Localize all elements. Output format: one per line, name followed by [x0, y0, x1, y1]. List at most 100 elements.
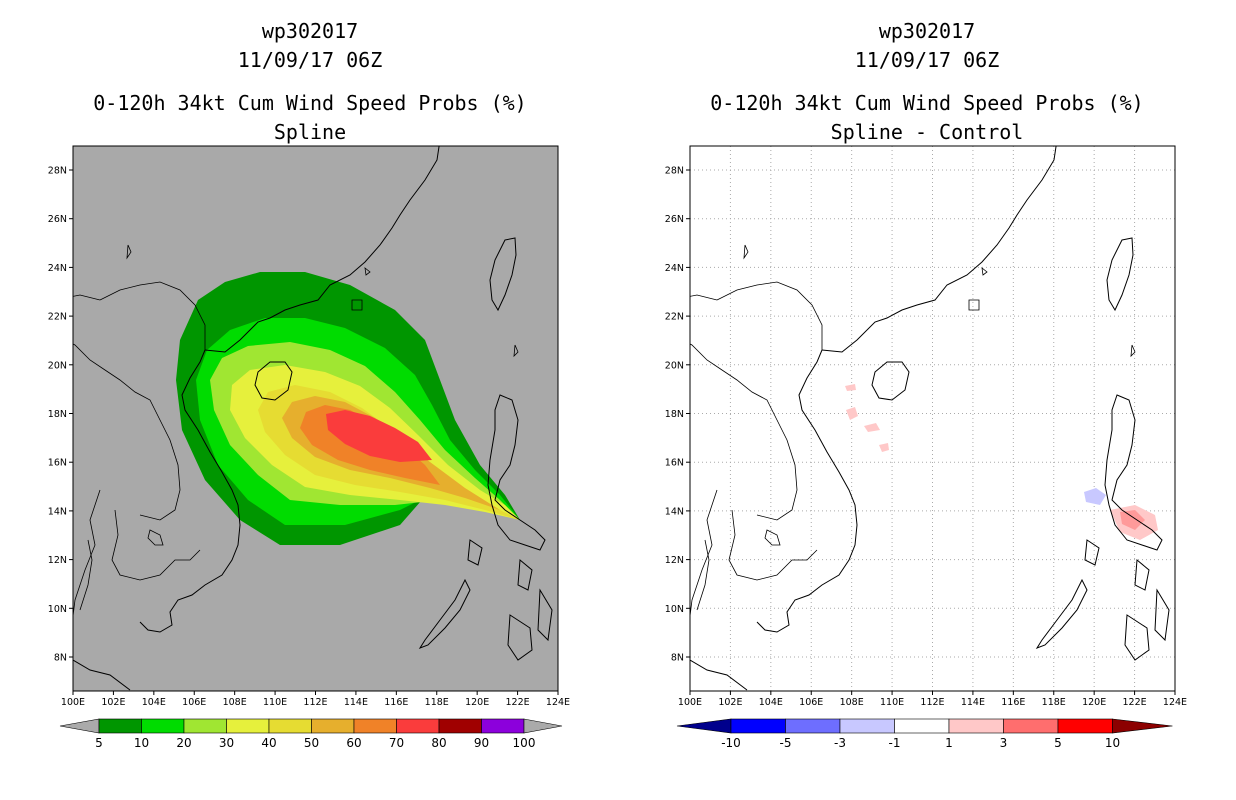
y-tick-label: 28N — [665, 166, 684, 177]
colorbar-swatch — [1057, 718, 1113, 734]
x-tick-label: 106E — [182, 697, 206, 708]
x-tick-label: 102E — [718, 697, 742, 708]
colorbar-label: 20 — [176, 736, 191, 750]
colorbar-label: 3 — [1000, 736, 1008, 750]
colorbar-label: 90 — [474, 736, 489, 750]
diff-positive-blob-2 — [846, 407, 858, 420]
colorbar-label: 30 — [219, 736, 234, 750]
x-tick-label: 104E — [142, 697, 166, 708]
x-tick-label: 124E — [1163, 697, 1187, 708]
colorbar-swatch — [785, 718, 841, 734]
x-tick-label: 122E — [1123, 697, 1147, 708]
x-tick-label: 116E — [1001, 697, 1025, 708]
colorbar-label: 100 — [513, 736, 536, 750]
colorbar-arrow-right — [523, 718, 563, 734]
x-tick-label: 102E — [101, 697, 125, 708]
contour-70 — [326, 410, 432, 462]
y-tick-label: 18N — [665, 409, 684, 420]
colorbar-label: 5 — [1054, 736, 1062, 750]
colorbar-label: 50 — [304, 736, 319, 750]
colorbar-label: -1 — [889, 736, 901, 750]
x-tick-label: 104E — [759, 697, 783, 708]
x-tick-label: 122E — [506, 697, 530, 708]
colorbar-swatch — [353, 718, 397, 734]
colorbar-label: 80 — [431, 736, 446, 750]
colorbar-swatch — [183, 718, 227, 734]
x-tick-label: 118E — [425, 697, 449, 708]
colorbar-arrow-right — [1112, 718, 1173, 734]
diff-positive-blob-3 — [864, 423, 880, 432]
colorbar-label: -10 — [721, 736, 741, 750]
y-tick-label: 18N — [48, 409, 67, 420]
y-tick-label: 20N — [665, 360, 684, 371]
colorbar-label: 60 — [346, 736, 361, 750]
diff-positive-blob-1 — [845, 384, 856, 391]
y-tick-label: 8N — [671, 653, 684, 664]
x-tick-label: 120E — [465, 697, 489, 708]
colorbar-swatch — [396, 718, 440, 734]
x-tick-label: 108E — [223, 697, 247, 708]
x-tick-label: 114E — [961, 697, 985, 708]
colorbar-arrow-left — [676, 718, 732, 734]
x-tick-label: 112E — [303, 697, 327, 708]
y-tick-label: 14N — [48, 506, 67, 517]
colorbar-label: -5 — [780, 736, 792, 750]
x-tick-label: 120E — [1082, 697, 1106, 708]
right-title-id: wp302017 — [878, 19, 976, 43]
colorbar-label: 10 — [134, 736, 149, 750]
colorbar-label: 5 — [95, 736, 103, 750]
colorbar-swatch — [438, 718, 482, 734]
right-title-method: Spline - Control — [830, 120, 1024, 144]
y-tick-label: 26N — [48, 214, 67, 225]
x-tick-label: 108E — [840, 697, 864, 708]
colorbar-label: 10 — [1105, 736, 1120, 750]
right-title-product: 0-120h 34kt Cum Wind Speed Probs (%) — [710, 91, 1144, 115]
y-tick-label: 24N — [665, 263, 684, 274]
colorbar-swatch — [839, 718, 895, 734]
diff-positive-blob-6 — [1120, 510, 1145, 530]
y-tick-label: 16N — [665, 458, 684, 469]
colorbar-label: 1 — [945, 736, 953, 750]
colorbar-swatch — [948, 718, 1004, 734]
right-difference-contours — [845, 384, 1158, 540]
x-tick-label: 112E — [920, 697, 944, 708]
x-tick-label: 124E — [546, 697, 570, 708]
y-tick-label: 28N — [48, 166, 67, 177]
left-title-id: wp302017 — [261, 19, 359, 43]
x-tick-label: 100E — [61, 697, 85, 708]
x-tick-label: 106E — [799, 697, 823, 708]
colorbar-label: 40 — [261, 736, 276, 750]
y-tick-label: 8N — [54, 653, 67, 664]
y-tick-label: 12N — [48, 555, 67, 566]
colorbar-swatch — [730, 718, 786, 734]
y-tick-label: 12N — [665, 555, 684, 566]
colorbar-swatch — [226, 718, 270, 734]
left-title-date: 11/09/17 06Z — [237, 48, 383, 72]
x-tick-label: 110E — [263, 697, 287, 708]
colorbar-swatch — [1003, 718, 1059, 734]
left-probability-contours — [176, 272, 520, 545]
colorbar-swatch — [481, 718, 525, 734]
right-title-date: 11/09/17 06Z — [854, 48, 1000, 72]
colorbar-swatch — [268, 718, 312, 734]
colorbar-swatch — [311, 718, 355, 734]
right-map-panel: 100E 102E 104E 106E 108E 110E 112E 114E 116E 118E… — [665, 145, 1187, 708]
diff-negative-blob — [1084, 488, 1106, 505]
y-tick-label: 22N — [48, 312, 67, 323]
colorbar-label: -3 — [834, 736, 846, 750]
x-tick-label: 118E — [1042, 697, 1066, 708]
colorbar-swatch — [894, 718, 950, 734]
x-tick-label: 114E — [344, 697, 368, 708]
y-tick-label: 24N — [48, 263, 67, 274]
colorbar-arrow-left — [59, 718, 100, 734]
colorbar-label: 70 — [389, 736, 404, 750]
left-colorbar: 5 10 20 30 40 50 60 70 80 90 100 — [59, 718, 563, 750]
colorbar-swatch — [141, 718, 185, 734]
y-tick-label: 26N — [665, 214, 684, 225]
y-tick-label: 22N — [665, 312, 684, 323]
x-tick-label: 110E — [880, 697, 904, 708]
y-tick-label: 20N — [48, 360, 67, 371]
colorbar-swatch — [98, 718, 142, 734]
right-colorbar: -10 -5 -3 -1 1 3 5 10 — [676, 718, 1173, 750]
